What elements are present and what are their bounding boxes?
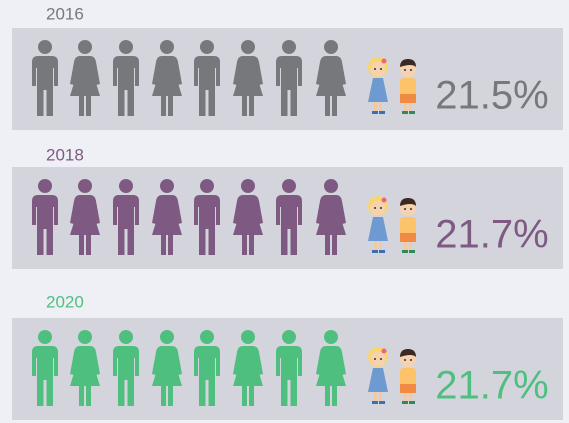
year-label: 2020 (46, 292, 84, 311)
value-label: 21.7% (435, 213, 548, 257)
chart: 2016 21.5% 2018 21.7% 2020 21.7% (0, 0, 569, 423)
year-label: 2018 (46, 145, 84, 164)
year-label: 2016 (46, 4, 84, 23)
value-label: 21.5% (435, 74, 548, 118)
value-label: 21.7% (435, 364, 548, 408)
